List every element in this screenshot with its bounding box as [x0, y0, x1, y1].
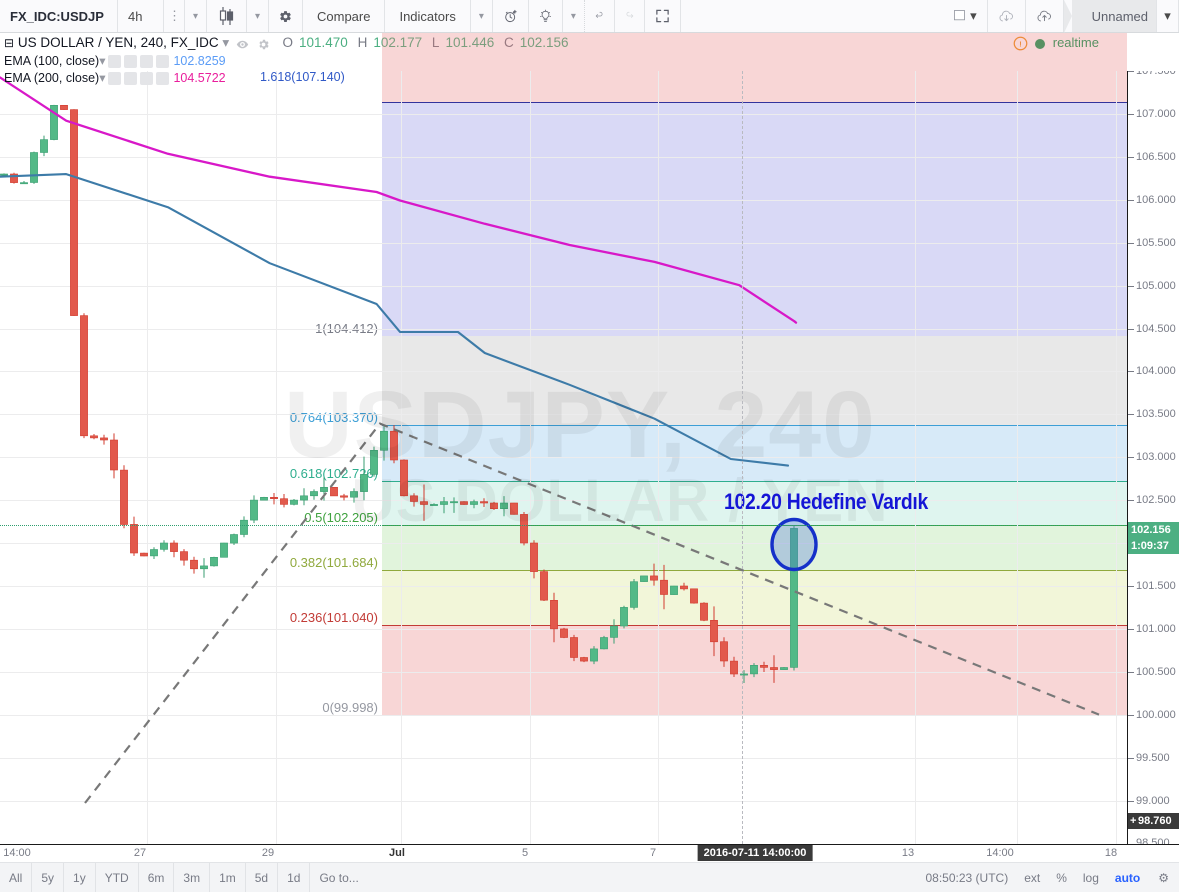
svg-text:!: !: [1019, 39, 1022, 48]
